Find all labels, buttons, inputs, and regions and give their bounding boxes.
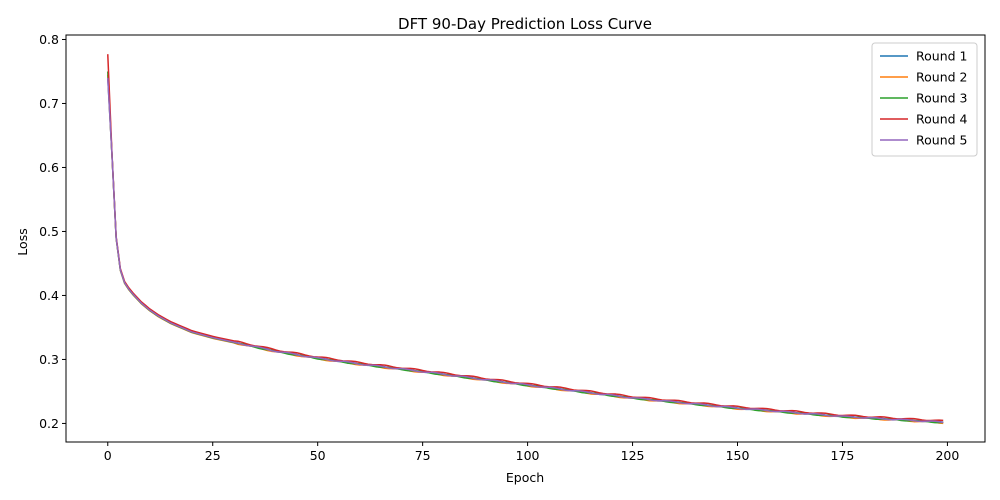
series-line-3 xyxy=(107,71,944,424)
axes: 0 25 50 75 100 125 150 175 200 0.2 0.3 0.4 0.5 0.6 0.7… xyxy=(39,32,986,463)
legend: Round 1 Round 2 Round 3 Round 4 Round 5 xyxy=(871,42,978,157)
plot-frame xyxy=(65,34,986,443)
x-tick-label: 100 xyxy=(516,448,540,463)
series-line-1 xyxy=(107,77,944,423)
series-line-5 xyxy=(107,77,944,424)
x-tick-label: 25 xyxy=(205,448,221,463)
y-tick-label: 0.8 xyxy=(39,32,59,47)
x-tick-label: 200 xyxy=(935,448,959,463)
x-tick-label: 150 xyxy=(726,448,750,463)
series-line-4 xyxy=(107,54,944,422)
legend-frame xyxy=(871,42,978,157)
x-tick-label: 75 xyxy=(415,448,431,463)
y-axis-title: Loss xyxy=(15,228,30,255)
y-tick-label: 0.7 xyxy=(39,96,59,111)
y-tick-label: 0.6 xyxy=(39,160,59,175)
x-tick-label: 125 xyxy=(621,448,645,463)
y-tick-label: 0.5 xyxy=(39,224,59,239)
series-line-2 xyxy=(107,74,944,425)
x-tick-label: 50 xyxy=(310,448,326,463)
x-axis-title: Epoch xyxy=(506,470,544,485)
y-tick-label: 0.4 xyxy=(39,288,59,303)
x-tick-label: 0 xyxy=(104,448,112,463)
plot-area xyxy=(107,54,944,425)
x-tick-label: 175 xyxy=(831,448,855,463)
legend-label-2: Round 2 xyxy=(916,70,967,85)
chart-title: DFT 90-Day Prediction Loss Curve xyxy=(398,15,652,33)
y-tick-label: 0.3 xyxy=(39,352,59,367)
legend-label-3: Round 3 xyxy=(916,91,967,106)
y-tick-label: 0.2 xyxy=(39,416,59,431)
legend-label-1: Round 1 xyxy=(916,49,967,64)
legend-label-5: Round 5 xyxy=(916,133,967,148)
legend-label-4: Round 4 xyxy=(916,112,968,127)
